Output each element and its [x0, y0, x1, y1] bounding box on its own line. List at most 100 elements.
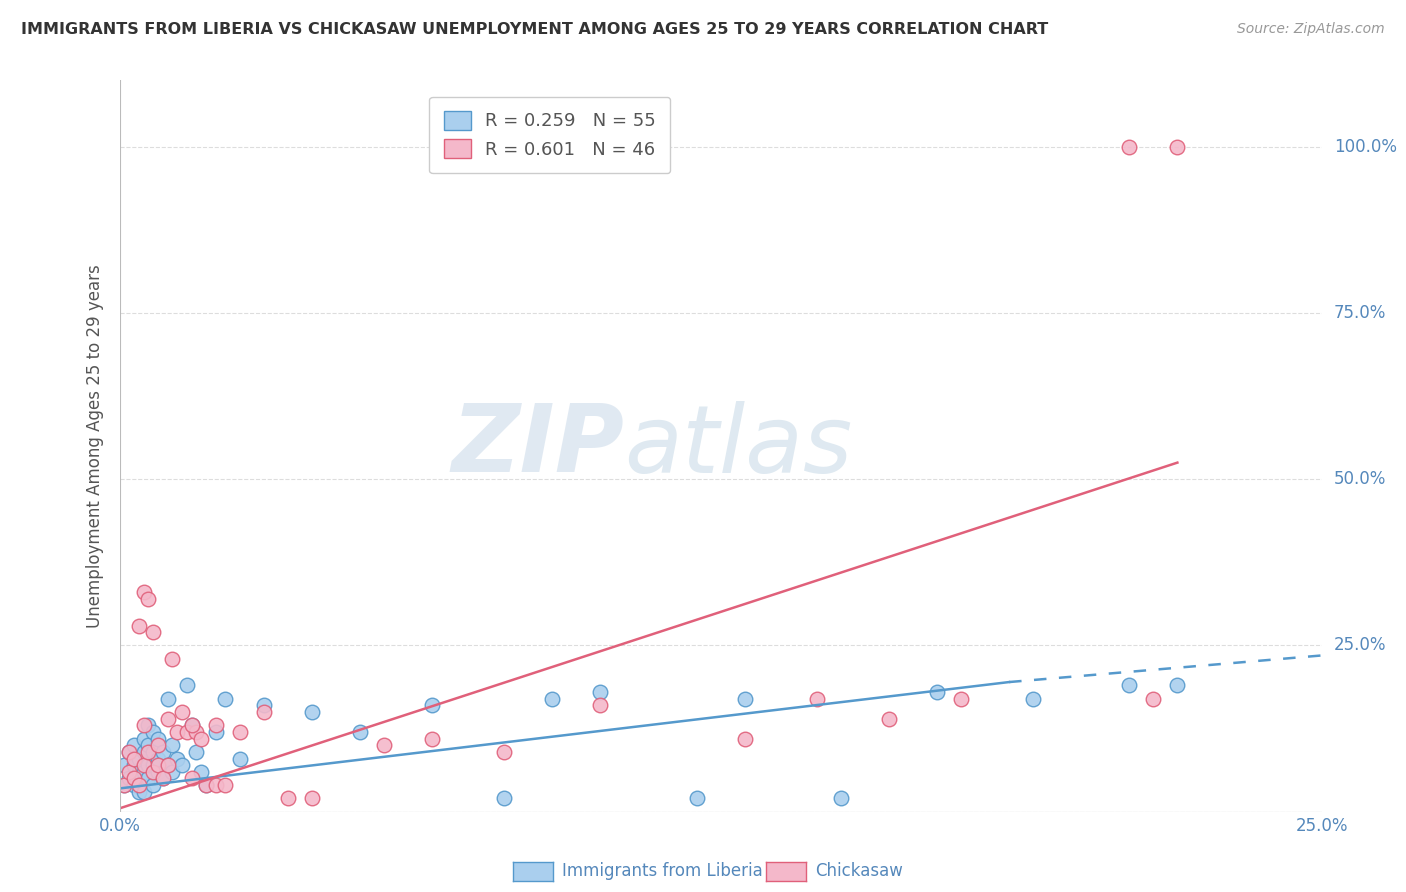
Point: [541, 691, 564, 706]
Point: [162, 764, 184, 779]
Point: [190, 764, 212, 779]
Y-axis label: Unemployment Among Ages 25 to 29 years: Unemployment Among Ages 25 to 29 years: [86, 264, 104, 628]
Point: [925, 685, 948, 699]
Point: [190, 731, 212, 746]
Point: [830, 791, 852, 805]
Point: [1166, 140, 1188, 154]
Point: [122, 772, 145, 786]
Point: [152, 772, 174, 786]
Text: Chickasaw: Chickasaw: [815, 863, 903, 880]
Point: [138, 738, 160, 752]
Point: [128, 764, 150, 779]
Text: ZIP: ZIP: [451, 400, 624, 492]
Point: [142, 764, 165, 779]
Point: [170, 758, 193, 772]
Point: [132, 764, 155, 779]
Point: [142, 725, 165, 739]
Point: [152, 745, 174, 759]
Point: [734, 731, 756, 746]
Point: [373, 738, 395, 752]
Point: [195, 778, 218, 792]
Point: [112, 778, 135, 792]
Point: [949, 691, 972, 706]
Point: [214, 691, 236, 706]
Point: [156, 712, 179, 726]
Point: [112, 778, 135, 792]
Point: [180, 772, 202, 786]
Point: [180, 718, 202, 732]
Point: [204, 718, 226, 732]
Point: [146, 751, 169, 765]
Point: [118, 772, 141, 786]
Point: [112, 758, 135, 772]
Point: [166, 725, 188, 739]
Text: IMMIGRANTS FROM LIBERIA VS CHICKASAW UNEMPLOYMENT AMONG AGES 25 TO 29 YEARS CORR: IMMIGRANTS FROM LIBERIA VS CHICKASAW UNE…: [21, 22, 1049, 37]
Point: [132, 745, 155, 759]
Point: [146, 764, 169, 779]
Point: [118, 745, 141, 759]
Point: [253, 698, 276, 713]
Point: [128, 618, 150, 632]
Point: [186, 725, 208, 739]
Point: [204, 725, 226, 739]
Point: [132, 718, 155, 732]
Text: 100.0%: 100.0%: [1334, 137, 1396, 156]
Point: [494, 745, 516, 759]
Point: [1166, 678, 1188, 692]
Point: [132, 785, 155, 799]
Point: [128, 778, 150, 792]
Text: 75.0%: 75.0%: [1334, 304, 1386, 322]
Point: [734, 691, 756, 706]
Point: [138, 745, 160, 759]
Point: [685, 791, 707, 805]
Point: [170, 705, 193, 719]
Point: [186, 745, 208, 759]
Point: [122, 738, 145, 752]
Point: [138, 591, 160, 606]
Point: [1022, 691, 1045, 706]
Point: [589, 698, 612, 713]
Point: [420, 731, 443, 746]
Point: [142, 745, 165, 759]
Point: [132, 758, 155, 772]
Point: [806, 691, 828, 706]
Text: Immigrants from Liberia: Immigrants from Liberia: [562, 863, 763, 880]
Point: [166, 751, 188, 765]
Point: [142, 625, 165, 640]
Point: [146, 731, 169, 746]
Point: [122, 778, 145, 792]
Text: 50.0%: 50.0%: [1334, 470, 1386, 488]
Point: [180, 718, 202, 732]
Point: [142, 758, 165, 772]
Point: [118, 745, 141, 759]
Text: atlas: atlas: [624, 401, 852, 491]
Point: [1118, 140, 1140, 154]
Point: [176, 678, 198, 692]
Text: Source: ZipAtlas.com: Source: ZipAtlas.com: [1237, 22, 1385, 37]
Point: [349, 725, 371, 739]
Point: [156, 691, 179, 706]
Point: [301, 791, 323, 805]
Point: [253, 705, 276, 719]
Point: [122, 758, 145, 772]
Point: [301, 705, 323, 719]
Point: [277, 791, 299, 805]
Point: [589, 685, 612, 699]
Point: [128, 751, 150, 765]
Point: [138, 772, 160, 786]
Point: [204, 778, 226, 792]
Point: [122, 751, 145, 765]
Point: [146, 738, 169, 752]
Point: [132, 585, 155, 599]
Text: 25.0%: 25.0%: [1334, 637, 1386, 655]
Point: [128, 785, 150, 799]
Point: [162, 652, 184, 666]
Point: [176, 725, 198, 739]
Point: [214, 778, 236, 792]
Point: [228, 751, 252, 765]
Point: [156, 758, 179, 772]
Point: [118, 764, 141, 779]
Point: [138, 758, 160, 772]
Point: [156, 758, 179, 772]
Point: [146, 758, 169, 772]
